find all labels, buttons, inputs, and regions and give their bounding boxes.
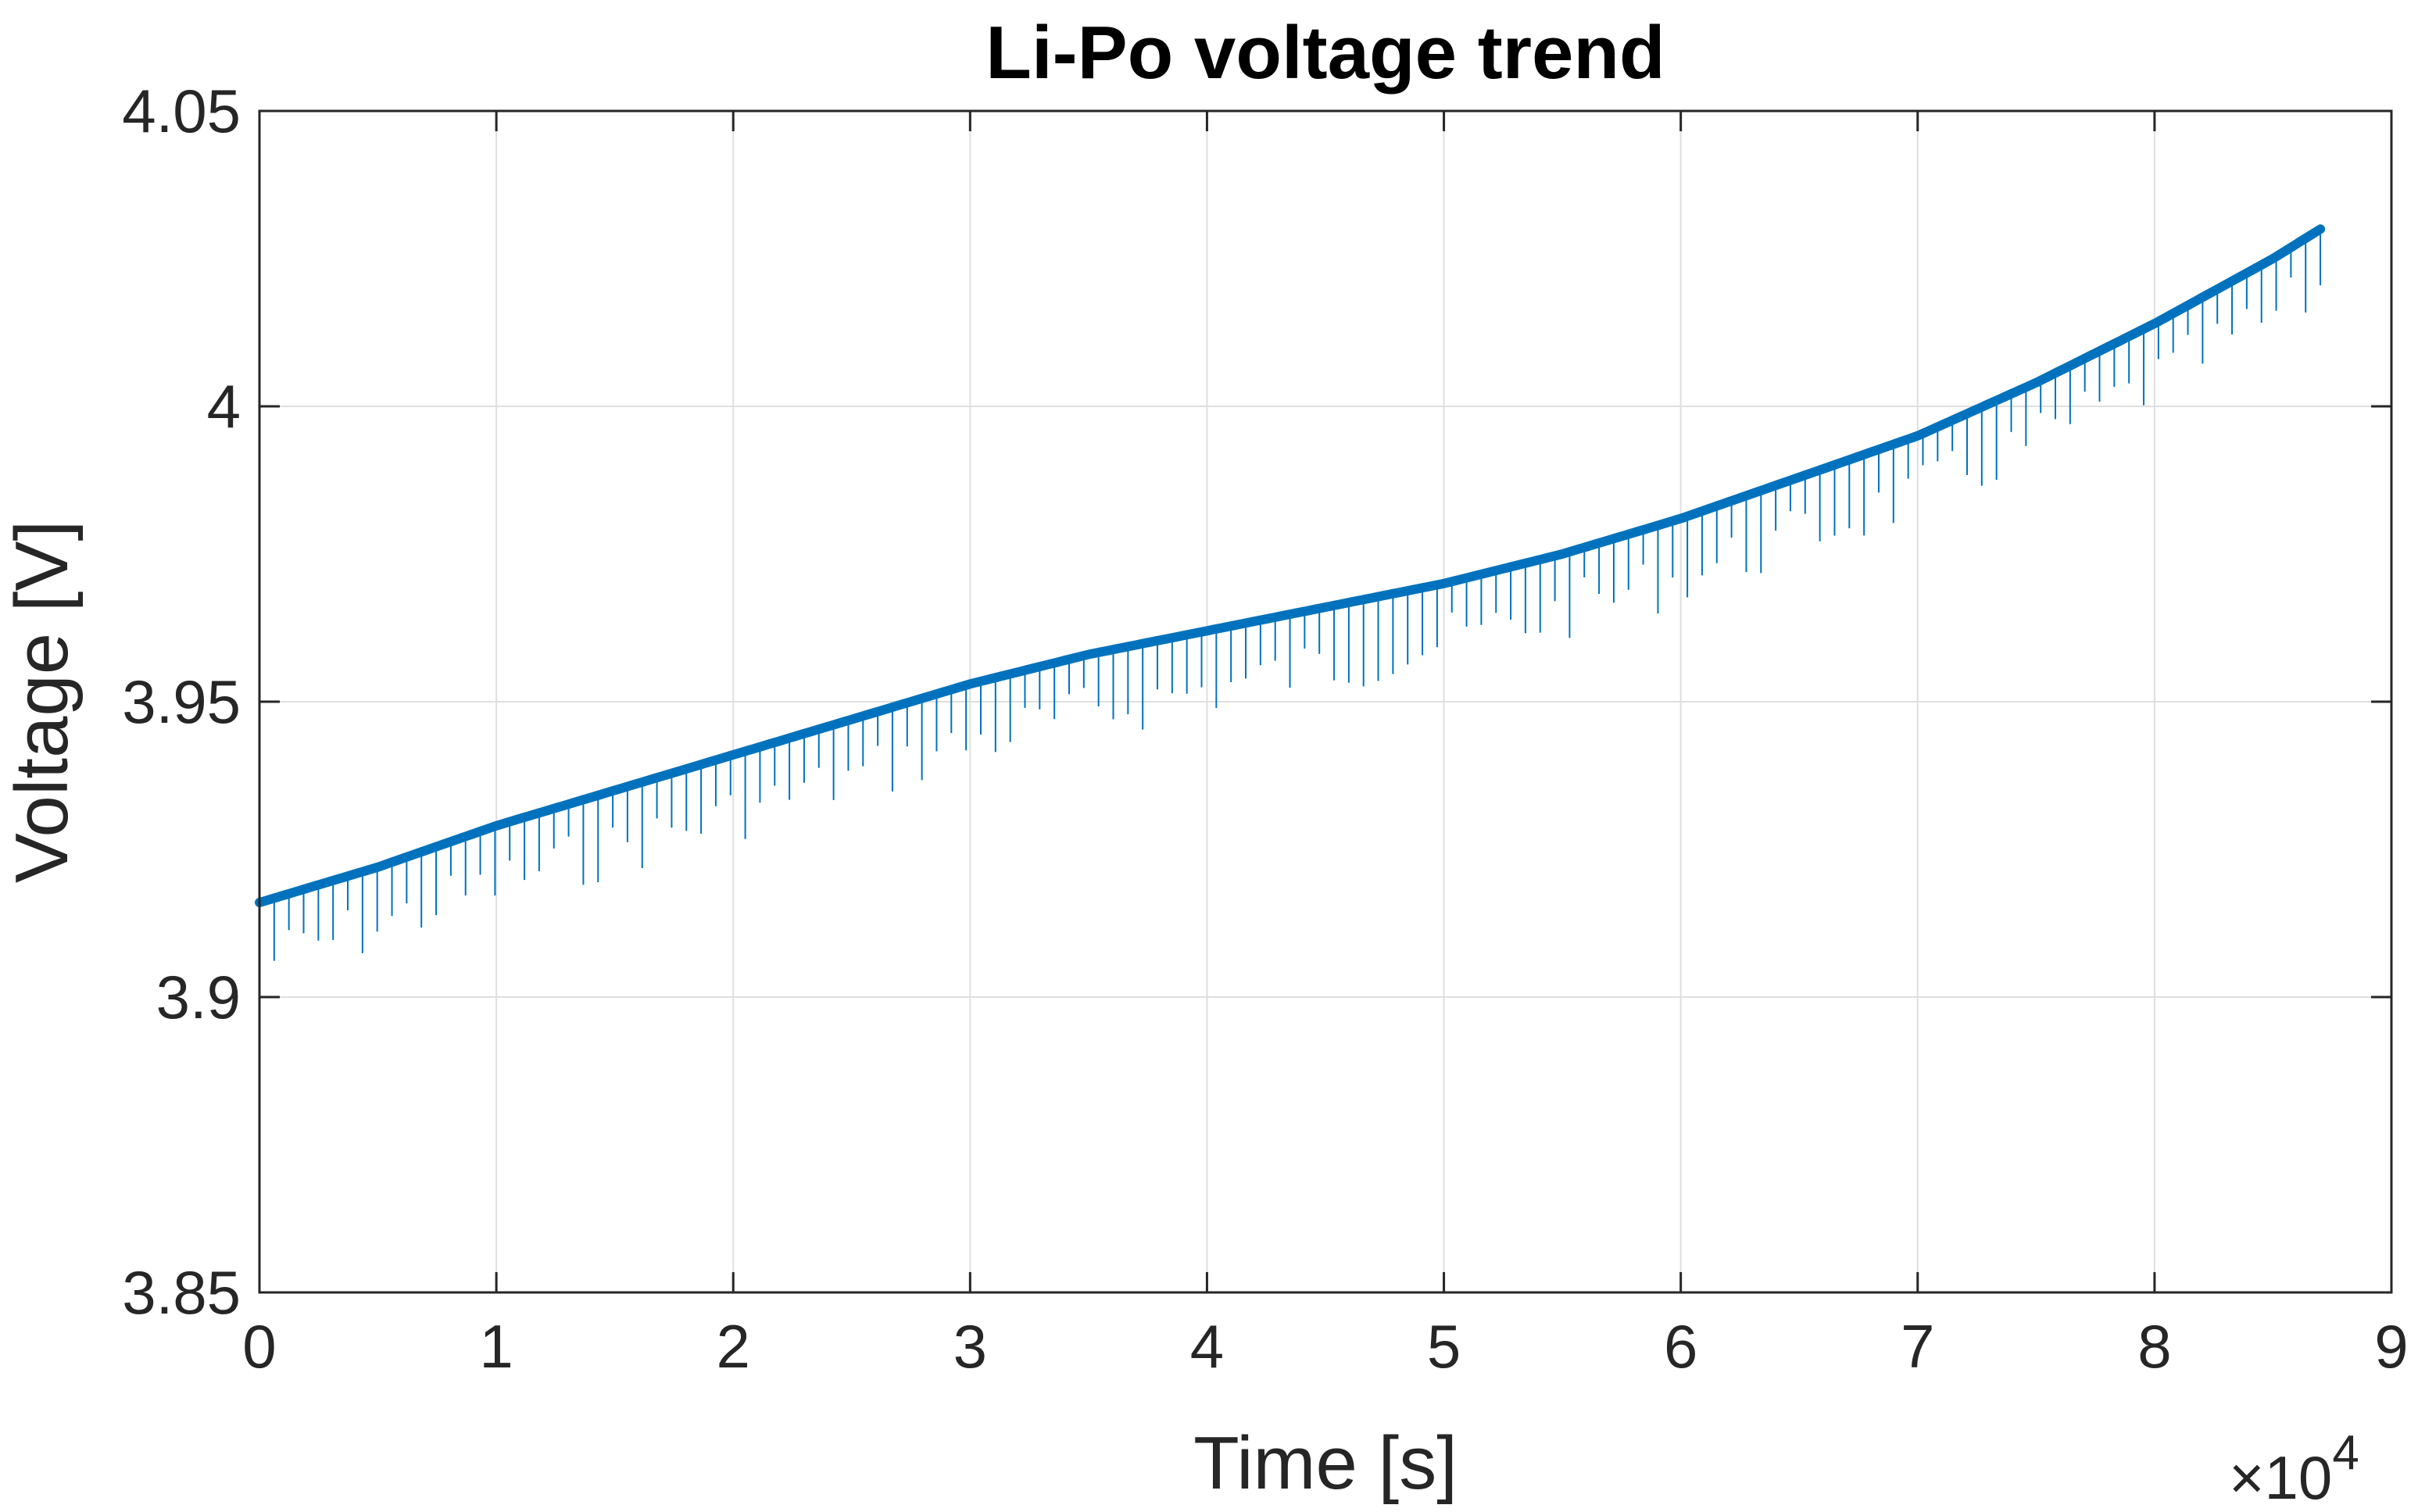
voltage-data-point: [1084, 650, 1093, 659]
x-tick-label: 4: [1190, 1312, 1224, 1381]
x-tick-label: 1: [479, 1312, 513, 1381]
x-tick-label: 7: [1901, 1312, 1934, 1381]
y-axis-label: Voltage [V]: [0, 520, 84, 883]
y-tick-label: 3.9: [156, 963, 241, 1031]
x-axis-exponent: ×104: [2229, 1426, 2359, 1512]
chart-title: Li-Po voltage trend: [985, 11, 1665, 95]
voltage-data-point: [729, 751, 738, 760]
y-tick-label: 4.05: [122, 77, 241, 145]
voltage-data-point: [1913, 431, 1922, 440]
voltage-data-point: [847, 715, 856, 724]
x-tick-label: 5: [1427, 1312, 1461, 1381]
x-axis-exponent-base: ×10: [2229, 1443, 2332, 1512]
voltage-data-point: [2316, 225, 2325, 234]
tick-layer: 0 1 2 3 4 5 6 7 8 9 3.85 3.9 3.95 4 4.05: [122, 77, 2409, 1381]
voltage-data-point: [2032, 378, 2041, 387]
x-tick-label: 0: [242, 1312, 276, 1381]
x-axis-label: Time [s]: [1193, 1421, 1458, 1505]
voltage-data-point: [1203, 627, 1211, 635]
voltage-data-point: [1558, 550, 1567, 558]
voltage-data-point: [2269, 255, 2277, 263]
voltage-data-point: [966, 680, 975, 688]
x-axis-exponent-power: 4: [2332, 1426, 2359, 1480]
voltage-series-line: [255, 224, 2326, 907]
x-tick-label: 3: [953, 1312, 987, 1381]
x-tick-label: 8: [2137, 1312, 2171, 1381]
x-tick-label: 9: [2374, 1312, 2408, 1381]
voltage-data-point: [1676, 514, 1685, 523]
voltage-data-point: [1440, 579, 1448, 588]
voltage-data-point: [1322, 603, 1329, 612]
voltage-data-point: [374, 863, 382, 871]
y-tick-label: 4: [207, 372, 241, 441]
y-tick-label: 3.85: [122, 1258, 241, 1327]
x-tick-label: 6: [1664, 1312, 1697, 1381]
voltage-data-point: [1795, 473, 1804, 481]
y-tick-label: 3.95: [122, 667, 241, 736]
data-layer: [255, 224, 2326, 961]
voltage-data-point: [492, 821, 501, 830]
x-tick-label: 2: [717, 1312, 750, 1381]
grid-layer: [259, 111, 2391, 1292]
voltage-data-point: [2150, 320, 2159, 328]
voltage-data-point: [610, 786, 619, 795]
